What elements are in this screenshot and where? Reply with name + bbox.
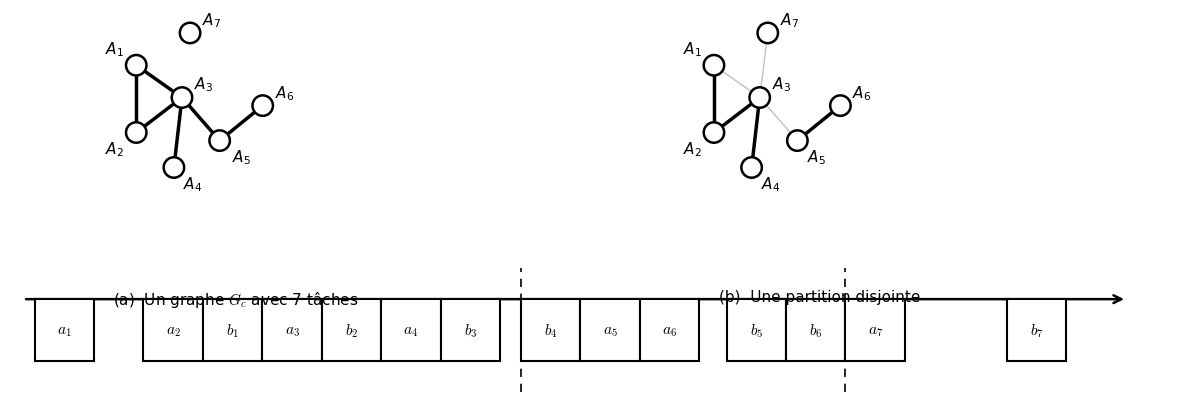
Text: $\mathit{A_5}$: $\mathit{A_5}$ [806, 148, 825, 167]
Text: $a_2$: $a_2$ [165, 323, 180, 338]
Circle shape [172, 88, 192, 109]
Circle shape [126, 56, 146, 76]
Bar [845, 299, 905, 361]
Text: $b_1$: $b_1$ [226, 322, 239, 339]
Bar [1007, 299, 1066, 361]
Text: $b_5$: $b_5$ [750, 322, 763, 339]
Text: $b_4$: $b_4$ [544, 322, 558, 339]
Text: $\mathit{A_7}$: $\mathit{A_7}$ [202, 11, 222, 30]
Text: $a_7$: $a_7$ [868, 323, 883, 338]
Text: $\mathit{A_2}$: $\mathit{A_2}$ [105, 140, 124, 159]
Text: $\mathit{A_1}$: $\mathit{A_1}$ [105, 40, 124, 59]
Text: $b_2$: $b_2$ [344, 322, 358, 339]
Text: $b_7$: $b_7$ [1029, 322, 1043, 339]
Bar [786, 299, 845, 361]
Circle shape [180, 24, 200, 44]
Circle shape [704, 56, 724, 76]
Circle shape [164, 158, 184, 178]
Bar [262, 299, 322, 361]
Text: $\mathit{A_6}$: $\mathit{A_6}$ [852, 83, 871, 102]
Text: (a)  Un graphe $G_c$ avec 7 tâches: (a) Un graphe $G_c$ avec 7 tâches [113, 289, 358, 309]
Circle shape [742, 158, 762, 178]
Circle shape [252, 96, 272, 116]
Text: $\mathit{A_4}$: $\mathit{A_4}$ [760, 175, 780, 194]
Text: $\mathit{A_1}$: $\mathit{A_1}$ [683, 40, 702, 59]
Text: $a_6$: $a_6$ [661, 323, 677, 338]
Text: $a_3$: $a_3$ [284, 323, 299, 338]
Circle shape [704, 123, 724, 143]
Text: $b_3$: $b_3$ [463, 322, 477, 339]
Bar [441, 299, 500, 361]
Bar [144, 299, 203, 361]
Circle shape [788, 131, 808, 152]
Circle shape [126, 123, 146, 143]
Bar [322, 299, 381, 361]
Circle shape [830, 96, 850, 116]
Text: $\mathit{A_4}$: $\mathit{A_4}$ [183, 175, 203, 194]
Text: $\mathit{A_3}$: $\mathit{A_3}$ [195, 76, 213, 94]
Text: $b_6$: $b_6$ [809, 322, 823, 339]
Text: $a_1$: $a_1$ [57, 323, 72, 338]
Bar [640, 299, 699, 361]
Text: (b)  Une partition disjointe: (b) Une partition disjointe [719, 289, 920, 304]
Text: $\mathit{A_5}$: $\mathit{A_5}$ [232, 148, 251, 167]
Bar [34, 299, 94, 361]
Text: $a_5$: $a_5$ [602, 323, 618, 338]
Text: $\mathit{A_6}$: $\mathit{A_6}$ [275, 83, 294, 102]
Circle shape [750, 88, 770, 109]
Circle shape [210, 131, 230, 152]
Text: $\mathit{A_2}$: $\mathit{A_2}$ [683, 140, 702, 159]
Bar [203, 299, 262, 361]
Text: $a_4$: $a_4$ [403, 323, 419, 338]
Bar [381, 299, 441, 361]
Text: $\mathit{A_3}$: $\mathit{A_3}$ [772, 76, 791, 94]
Bar [580, 299, 640, 361]
Text: $\mathit{A_7}$: $\mathit{A_7}$ [779, 11, 799, 30]
Circle shape [758, 24, 778, 44]
Bar [521, 299, 580, 361]
Bar [726, 299, 786, 361]
